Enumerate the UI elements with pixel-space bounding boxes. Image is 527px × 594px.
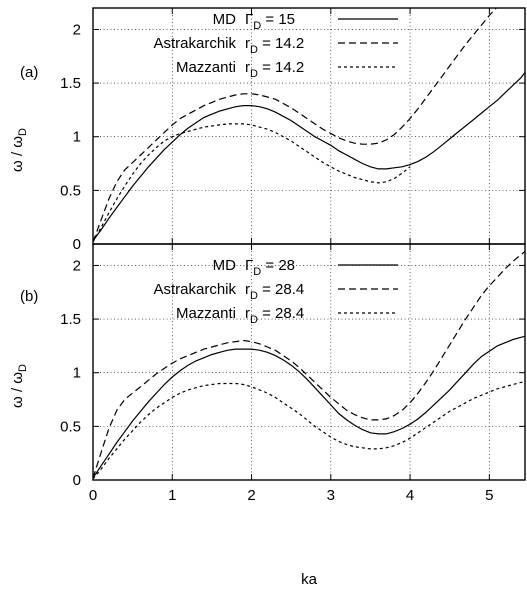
legend-param-sub: D [253, 266, 261, 278]
legend-param-value: = 28 [261, 257, 295, 274]
legend-label: Astrakarchik [153, 35, 236, 52]
y-tick-label: 1.5 [60, 75, 81, 92]
y-tick-label: 1 [73, 365, 81, 382]
legend-label: Astrakarchik [153, 281, 236, 298]
series-layer-a [93, 8, 525, 243]
y-tick-label: 0.5 [60, 182, 81, 199]
legend-param-symbol: r [245, 305, 250, 322]
legend-param-value: = 28.4 [258, 281, 304, 298]
panel-label-a: (a) [20, 64, 38, 81]
y-axis-title-a-sub: D [17, 128, 29, 136]
y-tick-label: 1 [73, 129, 81, 146]
legend-entry: Mazzanti rD = 14.2 [176, 59, 398, 80]
y-tick-label: 1.5 [60, 311, 81, 328]
legend-entry: Mazzanti rD = 28.4 [176, 305, 398, 326]
x-tick-label: 0 [89, 487, 97, 504]
legend-param: ΓD = 28 [245, 257, 295, 278]
legend-param-sub: D [250, 314, 258, 326]
legend-param-sub: D [250, 44, 258, 56]
legend-param-sub: D [253, 20, 261, 32]
series-line-astrakarchik [93, 8, 498, 243]
series-line-md [93, 335, 525, 479]
y-tick-label: 0.5 [60, 418, 81, 435]
legend-label: Mazzanti [176, 305, 236, 322]
x-tick-label: 5 [485, 487, 493, 504]
y-axis-title-b-text: ω / ω [9, 372, 26, 408]
legend-label: MD [213, 11, 236, 28]
legend-label: Mazzanti [176, 59, 236, 76]
legend-param-sub: D [250, 68, 258, 80]
y-axis-title-b: ω / ωD [9, 364, 29, 408]
legend-entry: MD ΓD = 28 [213, 257, 398, 278]
y-axis-title-a-text: ω / ω [9, 136, 26, 172]
legend-param-symbol: r [245, 281, 250, 298]
legend-param-sub: D [250, 290, 258, 302]
legend-param: rD = 28.4 [245, 281, 304, 302]
y-axis-title-b-sub: D [17, 364, 29, 372]
legend-param: rD = 14.2 [245, 59, 304, 80]
legend-param-symbol: r [245, 59, 250, 76]
y-tick-label: 2 [73, 21, 81, 38]
x-tick-label: 3 [327, 487, 335, 504]
grid-a [93, 8, 525, 244]
series-line-astrakarchik [93, 251, 525, 479]
x-tick-label: 2 [247, 487, 255, 504]
panel-label-b: (b) [20, 288, 38, 305]
x-axis-title: ka [301, 571, 318, 588]
x-tick-label: 1 [168, 487, 176, 504]
y-axis-title-a: ω / ωD [9, 128, 29, 172]
y-tick-label: 0 [73, 236, 81, 253]
series-line-md [93, 72, 525, 242]
legend-param-value: = 14.2 [258, 35, 304, 52]
panel-b: 0 1 2 3 4 500.511.52 (b) ω / ωD MD ΓD = 28Astr… [9, 243, 526, 588]
legend-param-symbol: Γ [245, 257, 253, 274]
grid-b [93, 244, 525, 480]
legend-label: MD [213, 257, 236, 274]
series-line-mazzanti [93, 380, 525, 480]
legend-param: rD = 28.4 [245, 305, 304, 326]
plot-frame-b [92, 243, 526, 481]
legend-entry: Astrakarchik rD = 14.2 [153, 35, 398, 56]
panel-a: 00.511.52 (a) ω / ωD MD ΓD = 15Astrakarch… [9, 7, 526, 253]
y-tick-label: 2 [73, 257, 81, 274]
legend-entry: MD ΓD = 15 [213, 11, 398, 32]
ticks-a: 0 0.5 1 1.5 2 [60, 8, 525, 253]
legend-param-value: = 15 [261, 11, 295, 28]
legend-param-symbol: Γ [245, 11, 253, 28]
legend-param-symbol: r [245, 35, 250, 52]
y-tick-label: 0 [73, 472, 81, 489]
ticks-b: 0 1 2 3 4 5 0 0.5 1 1.5 2 [60, 244, 525, 504]
x-tick-label: 4 [406, 487, 414, 504]
legend-param-value: = 28.4 [258, 305, 304, 322]
legend-param: rD = 14.2 [245, 35, 304, 56]
legend-param-value: = 14.2 [258, 59, 304, 76]
legend-param: ΓD = 15 [245, 11, 295, 32]
legend-entry: Astrakarchik rD = 28.4 [153, 281, 398, 302]
series-layer-b [93, 251, 525, 480]
